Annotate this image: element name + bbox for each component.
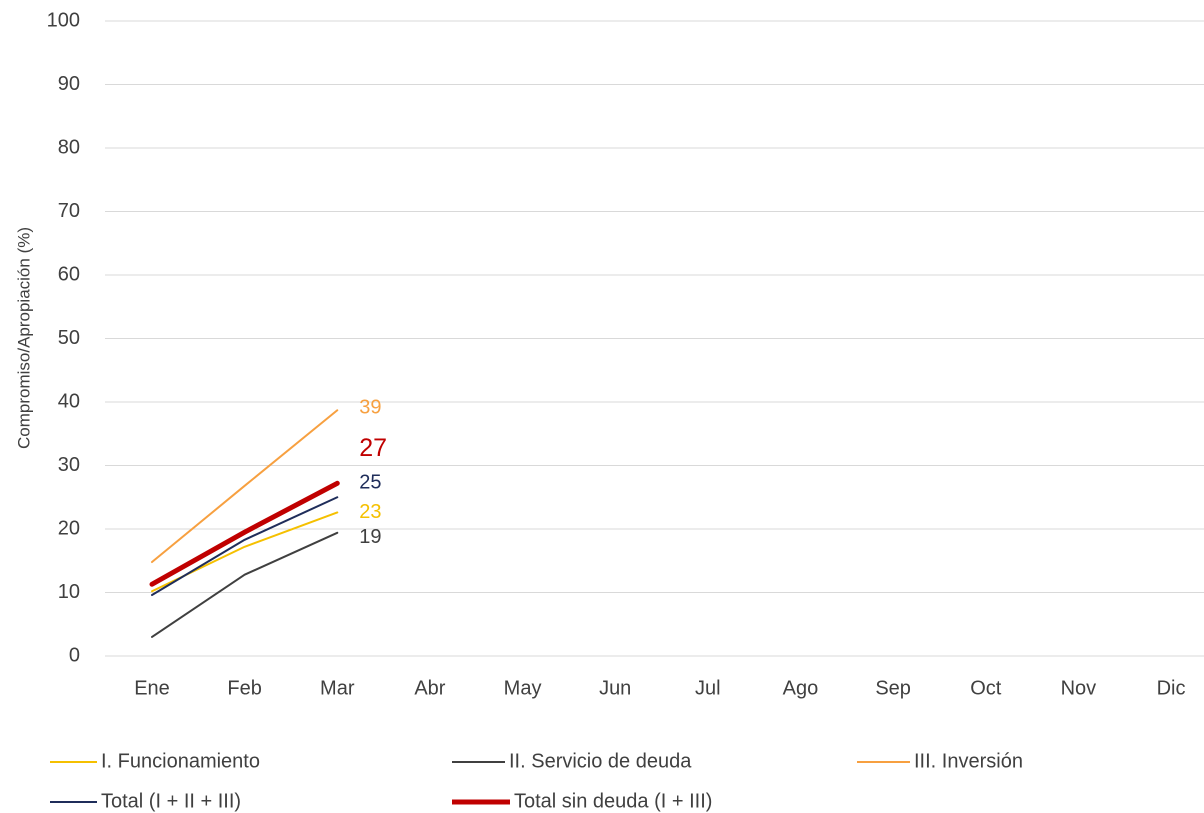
x-tick-label: Ene — [134, 677, 170, 699]
y-tick-label: 60 — [58, 263, 80, 285]
x-tick-label: Mar — [320, 677, 355, 699]
x-tick-label: Nov — [1061, 677, 1097, 699]
x-tick-label: Abr — [414, 677, 445, 699]
x-tick-label: Oct — [970, 677, 1002, 699]
series-line — [149, 480, 340, 587]
x-tick-label: Jun — [599, 677, 631, 699]
legend-label: III. Inversión — [914, 750, 1023, 772]
series-line — [151, 531, 339, 638]
x-tick-label: Jul — [695, 677, 721, 699]
y-tick-label: 30 — [58, 454, 80, 476]
data-label: 27 — [359, 434, 387, 462]
x-tick-label: Feb — [227, 677, 261, 699]
y-tick-label: 100 — [47, 9, 80, 31]
y-tick-label: 80 — [58, 136, 80, 158]
y-tick-label: 70 — [58, 200, 80, 222]
y-tick-label: 20 — [58, 517, 80, 539]
y-tick-label: 10 — [58, 581, 80, 603]
y-axis-title: Compromiso/Apropiación (%) — [14, 227, 33, 449]
data-label: 23 — [359, 501, 381, 523]
x-tick-label: Ago — [783, 677, 819, 699]
legend-label: I. Funcionamiento — [101, 750, 260, 772]
legend-label: Total sin deuda (I + III) — [514, 790, 712, 812]
x-tick-label: Sep — [875, 677, 911, 699]
legend-label: II. Servicio de deuda — [509, 750, 692, 772]
y-tick-label: 40 — [58, 390, 80, 412]
data-label: 39 — [359, 397, 381, 419]
y-tick-label: 0 — [69, 644, 80, 666]
y-tick-label: 90 — [58, 73, 80, 95]
series-line — [151, 409, 339, 564]
data-label: 19 — [359, 526, 381, 548]
x-tick-label: Dic — [1157, 677, 1186, 699]
legend-label: Total (I + II + III) — [101, 790, 241, 812]
series-line — [151, 496, 339, 597]
y-tick-label: 50 — [58, 327, 80, 349]
x-tick-label: May — [504, 677, 542, 699]
data-label: 25 — [359, 472, 381, 494]
